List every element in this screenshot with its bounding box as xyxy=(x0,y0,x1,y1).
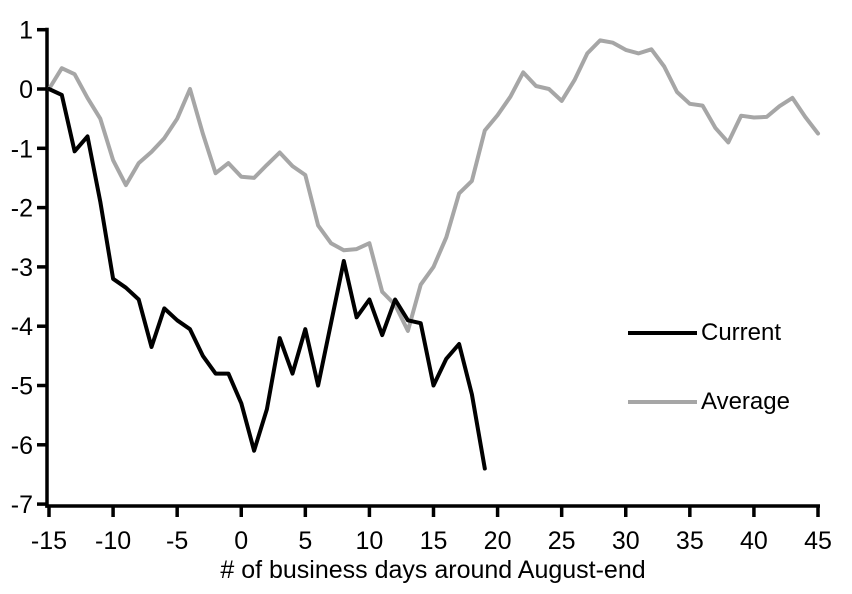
x-tick-label: 30 xyxy=(612,527,640,555)
x-tick-label: 5 xyxy=(298,527,312,555)
current-line-swatch xyxy=(628,331,697,335)
x-tick-label: -10 xyxy=(95,527,131,555)
legend: Current Average xyxy=(628,319,790,416)
y-tick-label: -7 xyxy=(11,491,33,519)
x-tick-label: 45 xyxy=(804,527,832,555)
x-tick-label: -15 xyxy=(31,527,67,555)
x-tick-label: 15 xyxy=(420,527,448,555)
y-tick-label: -1 xyxy=(11,135,33,163)
x-tick-label: 10 xyxy=(356,527,384,555)
legend-item-average: Average xyxy=(628,388,790,416)
y-tick-label: 0 xyxy=(19,76,33,104)
y-tick-label: -3 xyxy=(11,254,33,282)
x-tick-label: 0 xyxy=(234,527,248,555)
x-tick-label: 35 xyxy=(676,527,704,555)
legend-label-average: Average xyxy=(701,388,790,415)
y-tick-label: 1 xyxy=(19,17,33,45)
x-tick-label: 25 xyxy=(548,527,576,555)
x-axis-title: # of business days around August-end xyxy=(220,556,646,584)
y-tick-label: -5 xyxy=(11,373,33,401)
y-tick-label: -2 xyxy=(11,195,33,223)
legend-label-current: Current xyxy=(701,319,782,346)
x-tick-label: 40 xyxy=(740,527,768,555)
average-series-line xyxy=(47,38,820,333)
y-tick-label: -6 xyxy=(11,432,33,460)
x-tick-label: -5 xyxy=(166,527,188,555)
legend-item-current: Current xyxy=(628,319,790,347)
current-series-line xyxy=(47,87,487,471)
average-line-swatch xyxy=(628,400,697,404)
x-tick-label: 20 xyxy=(484,527,512,555)
y-tick-label: -4 xyxy=(11,313,33,341)
